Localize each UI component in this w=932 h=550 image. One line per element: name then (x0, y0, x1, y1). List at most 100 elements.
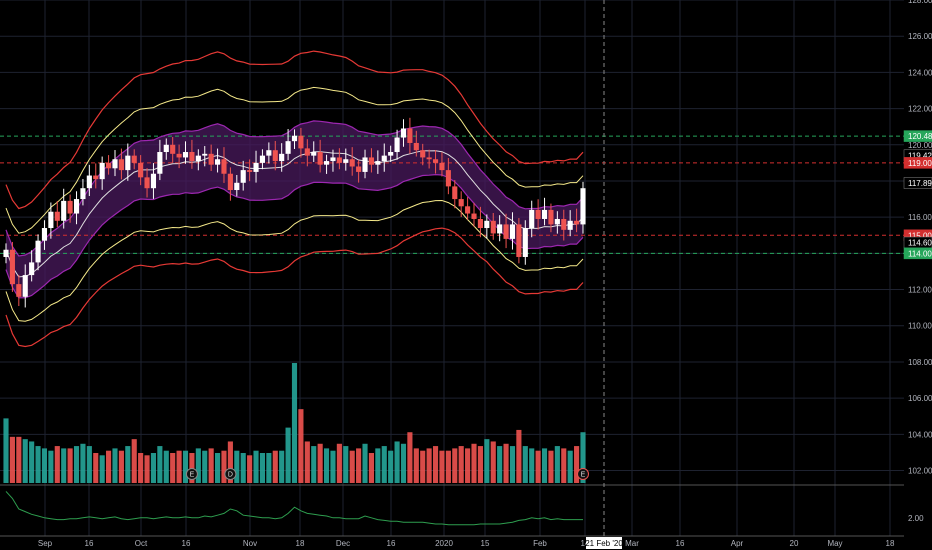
candle-body (227, 173, 233, 191)
candle-body (548, 209, 554, 225)
volume-bar (548, 450, 554, 483)
volume-bar (253, 450, 259, 483)
candle-body (253, 162, 259, 172)
time-axis-label: Apr (731, 539, 744, 548)
candle-body (529, 209, 535, 229)
volume-bar (567, 450, 573, 483)
time-axis-label: 14 (581, 539, 590, 548)
candle-body (516, 224, 522, 257)
candle-body (458, 199, 464, 207)
volume-bar (323, 448, 330, 483)
volume-bar (388, 450, 394, 483)
volume-bar (22, 439, 28, 483)
earnings-marker-label: E (190, 472, 195, 479)
time-axis-label: 20 (790, 539, 799, 548)
volume-bar (362, 443, 368, 483)
price-axis-label: 124.00 (908, 68, 932, 77)
volume-bar (407, 432, 413, 483)
volume-bar (291, 363, 298, 483)
volume-bar (452, 448, 458, 483)
candle-body (362, 157, 368, 172)
volume-bar (150, 453, 157, 483)
price-axis: 128.00126.00124.00122.00120.00118.00116.… (904, 0, 932, 550)
volume-bar (465, 448, 471, 483)
candle-body (48, 211, 54, 229)
candle-body (574, 220, 580, 225)
volume-bar (106, 450, 112, 483)
candle-body (41, 228, 48, 241)
price-axis-label: 104.00 (908, 430, 932, 439)
volume-bar (202, 450, 208, 483)
price-tag-label: 119.42 (908, 151, 932, 160)
candle-body (298, 135, 304, 149)
price-tag-label: 114.00 (908, 249, 932, 258)
candlesticks (3, 117, 586, 308)
envelope-lower-red (5, 227, 584, 348)
volume-bar (234, 450, 240, 483)
volume-bar (112, 448, 118, 483)
volume-bar (497, 446, 503, 483)
envelope-upper-red (5, 50, 584, 210)
candle-body (80, 188, 86, 200)
candle-body (67, 200, 73, 214)
candle-body (580, 188, 586, 225)
candle-body (304, 148, 310, 156)
volume-bar (503, 443, 509, 483)
volume-bar (41, 448, 48, 483)
volume-bar (285, 427, 291, 483)
price-tag-label: 119.00 (908, 159, 932, 168)
volume-bar (157, 446, 163, 483)
volume-bar (125, 446, 131, 483)
earnings-marker-label: D (228, 472, 233, 479)
candle-body (138, 162, 144, 178)
candle-body (471, 213, 477, 219)
price-axis-background (904, 0, 932, 550)
volume-bar (554, 446, 560, 483)
volume-bar (195, 448, 201, 483)
candle-body (490, 220, 496, 234)
price-axis-label: 128.00 (908, 0, 932, 5)
volume-bar (509, 446, 516, 483)
volume-bar (381, 446, 387, 483)
price-tag-label: 115.00 (908, 231, 932, 240)
volume-bar (336, 443, 342, 483)
time-axis-label: 18 (886, 539, 895, 548)
indicator-pane (5, 491, 583, 526)
volume-bar (445, 450, 451, 483)
candle-body (234, 182, 240, 191)
earnings-marker (224, 468, 237, 480)
candle-body (445, 170, 451, 187)
volume-bar (477, 446, 483, 483)
volume-bar (279, 450, 285, 483)
candle-body (477, 218, 483, 229)
volume-bar (298, 409, 304, 483)
volume-bar (368, 453, 374, 483)
candle-body (189, 152, 195, 162)
volume-bar (227, 441, 233, 483)
volume-bar (99, 455, 105, 483)
volume-bar (48, 450, 54, 483)
candle-body (432, 159, 439, 163)
candle-body (503, 224, 509, 239)
volume-bar (535, 450, 541, 483)
candle-body (16, 284, 22, 297)
volume-bar (311, 446, 317, 483)
volume-bar (170, 453, 176, 483)
price-axis-label: 108.00 (908, 358, 932, 367)
earnings-marker-label: E (581, 472, 586, 479)
price-tag-label: 120.48 (908, 132, 932, 141)
candle-body (330, 157, 336, 162)
time-axis-label: 2020 (435, 539, 453, 548)
candle-body (208, 153, 214, 165)
candle-body (535, 209, 541, 219)
volume-bar (375, 448, 381, 483)
candle-body (375, 161, 381, 165)
candle-body (144, 177, 150, 189)
volume-bar (330, 450, 336, 483)
volume-bar (394, 441, 400, 483)
candle-body (157, 152, 163, 174)
candle-body (106, 162, 112, 169)
